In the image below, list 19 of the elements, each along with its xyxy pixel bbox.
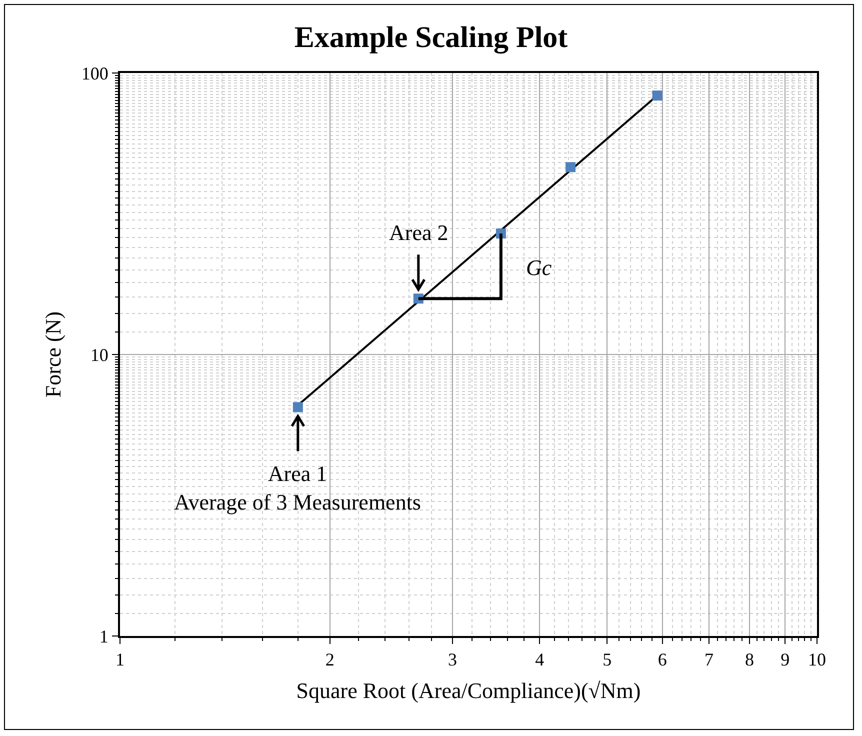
x-tick-label: 9 — [780, 650, 790, 670]
x-axis-title: Square Root (Area/Compliance)(√Nm) — [296, 678, 641, 703]
x-tick-label: 5 — [602, 650, 612, 670]
y-tick-label: 100 — [81, 63, 108, 84]
x-tick-label: 8 — [744, 650, 754, 670]
x-tick-label: 6 — [658, 650, 667, 670]
annotation: Area 2 — [389, 220, 448, 245]
y-tick-label: 10 — [90, 344, 108, 365]
annotation: Area 1 Average of 3 Measurements — [174, 461, 421, 515]
x-tick-label: 7 — [704, 650, 714, 670]
y-tick-label: 1 — [99, 626, 108, 646]
annotation: Gc — [526, 255, 552, 280]
x-tick-label: 2 — [325, 650, 334, 670]
chart-title: Example Scaling Plot — [294, 20, 568, 54]
y-axis-title: Force (N) — [40, 311, 66, 398]
x-tick-label: 3 — [448, 650, 458, 670]
x-tick-label: 10 — [808, 650, 826, 670]
x-tick-label: 1 — [116, 650, 124, 670]
x-tick-label: 4 — [535, 650, 544, 670]
